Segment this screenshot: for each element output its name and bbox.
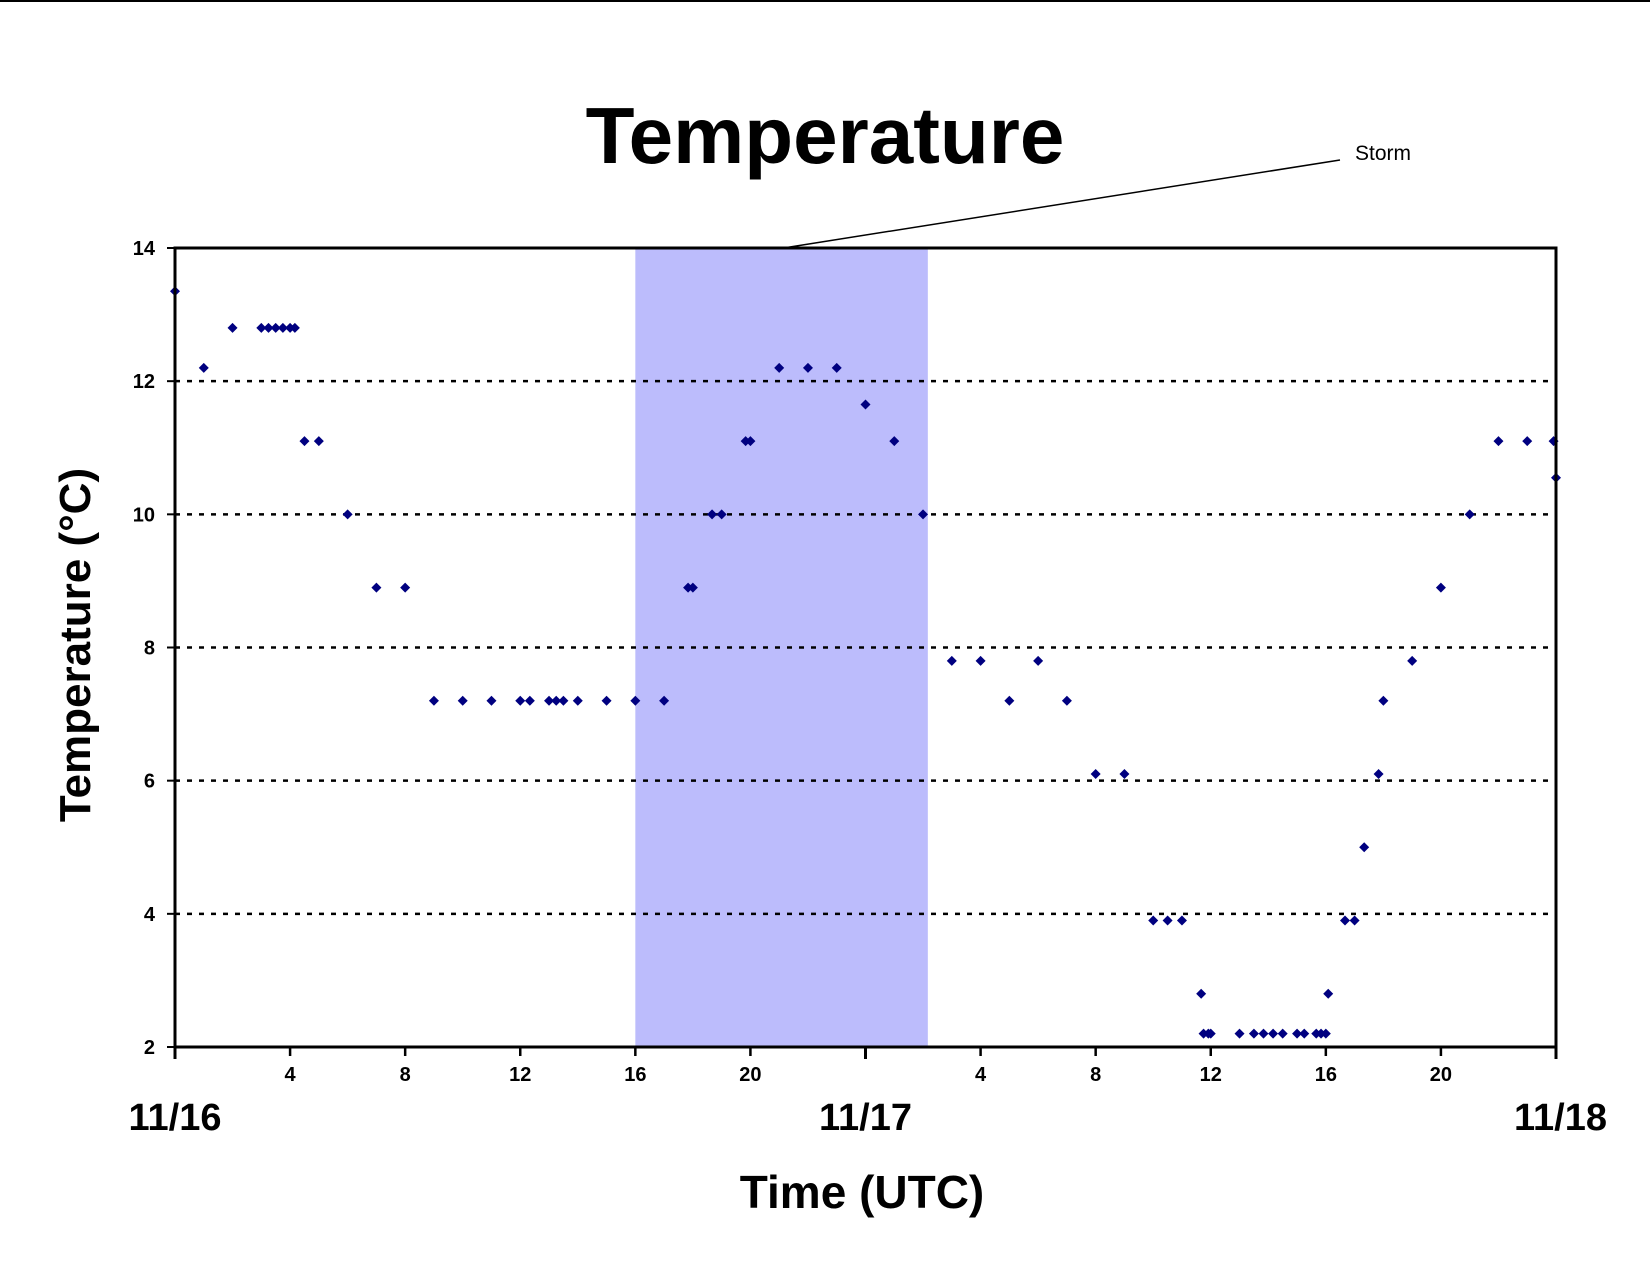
- y-tick-label-2: 2: [144, 1037, 155, 1059]
- data-point: [400, 582, 411, 593]
- data-point: [277, 322, 288, 333]
- x-tick-label-hour-7: 12: [1200, 1064, 1222, 1086]
- data-point: [1292, 1028, 1303, 1039]
- x-tick-label-hour-6: 8: [1090, 1064, 1101, 1086]
- data-point: [601, 695, 612, 706]
- y-tick-label-10: 10: [133, 504, 155, 526]
- x-date-label-2: 11/18: [1514, 1097, 1607, 1139]
- data-point: [630, 695, 641, 706]
- data-point: [1378, 695, 1389, 706]
- data-points: [170, 286, 1561, 1039]
- data-point: [946, 655, 957, 666]
- data-point: [918, 509, 929, 520]
- x-tick-label-hour-5: 4: [975, 1064, 987, 1086]
- data-point: [515, 695, 526, 706]
- data-point: [1435, 582, 1446, 593]
- data-point: [299, 436, 310, 447]
- x-tick-label-hour-8: 16: [1315, 1064, 1337, 1086]
- data-point: [1277, 1028, 1288, 1039]
- data-point: [1373, 769, 1384, 780]
- y-tick-label-4: 4: [144, 904, 156, 926]
- top-border-line: [0, 0, 1650, 2]
- data-point: [256, 322, 267, 333]
- data-point: [572, 695, 583, 706]
- data-point: [1248, 1028, 1259, 1039]
- data-point: [270, 322, 281, 333]
- data-point: [313, 436, 324, 447]
- data-point: [1148, 915, 1159, 926]
- data-point: [551, 695, 562, 706]
- data-point: [1407, 655, 1418, 666]
- y-tick-label-14: 14: [133, 238, 156, 260]
- data-point: [1234, 1028, 1245, 1039]
- x-tick-label-hour-0: 4: [285, 1064, 297, 1086]
- y-axis: 2 4 6 8 10 12 14: [133, 238, 175, 1059]
- storm-annotation-line: [783, 159, 1341, 249]
- data-point: [687, 582, 698, 593]
- x-tick-label-hour-2: 12: [509, 1064, 531, 1086]
- data-point: [707, 509, 718, 520]
- data-point: [544, 695, 555, 706]
- y-tick-label-8: 8: [144, 638, 155, 660]
- gridlines: [175, 379, 1556, 916]
- data-point: [289, 322, 300, 333]
- data-point: [889, 436, 900, 447]
- data-point: [716, 509, 727, 520]
- data-point: [860, 399, 871, 410]
- data-point: [802, 362, 813, 373]
- x-date-label-1: 11/17: [819, 1097, 912, 1139]
- data-point: [1340, 915, 1351, 926]
- y-axis-label: Temperature (°C): [51, 468, 100, 822]
- data-point: [342, 509, 353, 520]
- data-point: [558, 695, 569, 706]
- x-tick-label-hour-9: 20: [1430, 1064, 1452, 1086]
- x-axis-label: Time (UTC): [740, 1166, 985, 1218]
- data-point: [1119, 769, 1130, 780]
- data-point: [1205, 1028, 1216, 1039]
- data-point: [1299, 1028, 1310, 1039]
- data-point: [1033, 655, 1044, 666]
- data-point: [1522, 436, 1533, 447]
- data-point: [975, 655, 986, 666]
- data-point: [263, 322, 274, 333]
- data-point: [524, 695, 535, 706]
- data-point: [1320, 1028, 1331, 1039]
- data-point: [486, 695, 497, 706]
- storm-annotation-label: Storm: [1355, 142, 1411, 165]
- data-point: [198, 362, 209, 373]
- x-tick-label-hour-1: 8: [400, 1064, 411, 1086]
- data-point: [227, 322, 238, 333]
- data-point: [1349, 915, 1360, 926]
- data-point: [1268, 1028, 1279, 1039]
- x-axis: 4 8 12 16 20 4 8 12 16 20 11/16 11/17 11/18: [129, 1047, 1607, 1139]
- data-point: [1090, 769, 1101, 780]
- y-tick-label-6: 6: [144, 771, 155, 793]
- data-point: [428, 695, 439, 706]
- data-point: [659, 695, 670, 706]
- data-point: [745, 436, 756, 447]
- x-date-label-0: 11/16: [129, 1097, 222, 1139]
- data-point: [774, 362, 785, 373]
- data-point: [1359, 842, 1370, 853]
- x-tick-label-hour-4: 20: [739, 1064, 761, 1086]
- data-point: [1464, 509, 1475, 520]
- storm-shaded-region: [635, 248, 928, 1047]
- y-tick-label-12: 12: [133, 371, 155, 393]
- data-point: [1196, 988, 1207, 999]
- data-point: [1004, 695, 1015, 706]
- data-point: [457, 695, 468, 706]
- x-tick-label-hour-3: 16: [624, 1064, 646, 1086]
- data-point: [1493, 436, 1504, 447]
- data-point: [371, 582, 382, 593]
- data-point: [1258, 1028, 1269, 1039]
- data-point: [1176, 915, 1187, 926]
- data-point: [831, 362, 842, 373]
- data-point: [1323, 988, 1334, 999]
- data-point: [1061, 695, 1072, 706]
- chart-title: Temperature: [586, 91, 1065, 180]
- data-point: [1162, 915, 1173, 926]
